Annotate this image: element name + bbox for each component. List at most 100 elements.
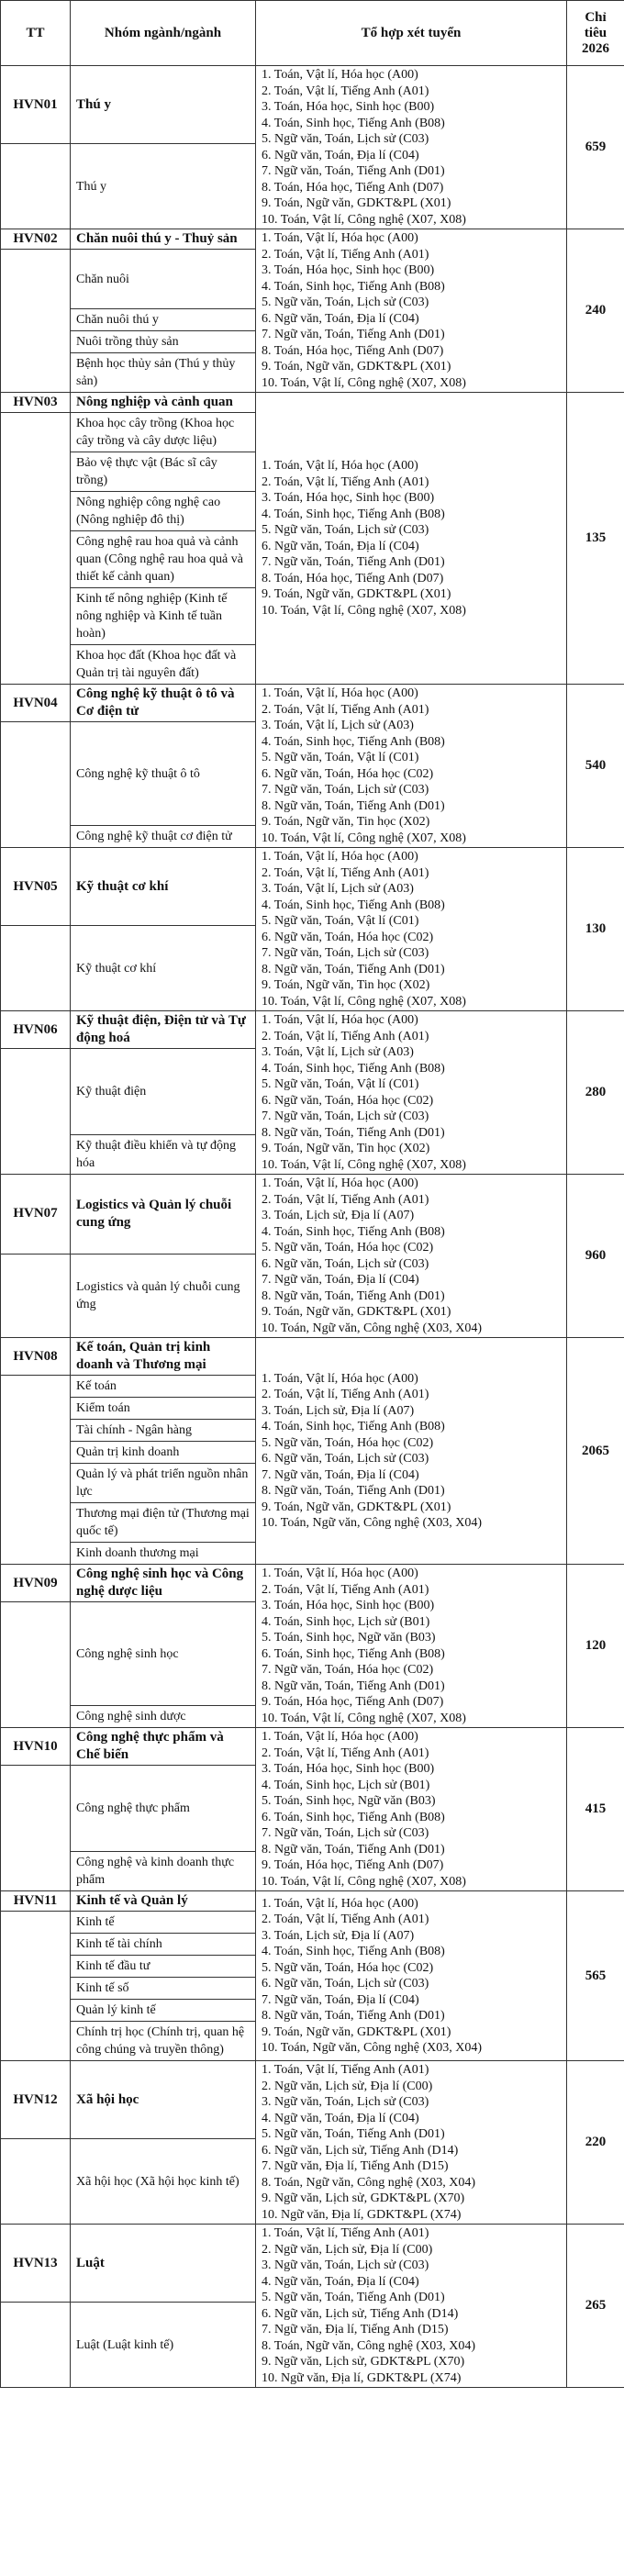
combo-item: 5. Ngữ văn, Toán, Hóa học (C02) [262,1960,434,1975]
major-name: Công nghệ sinh dược [70,1705,256,1728]
quota-value: 2065 [566,1337,624,1565]
combo-item: 9. Toán, Ngữ văn, GDKT&PL (X01) [262,1305,451,1319]
major-row: Nuôi trồng thủy sản [1,330,624,353]
quota-value: 130 [566,847,624,1011]
admission-combos: 1. Toán, Vật lí, Tiếng Anh (A01) 2. Ngữ v… [255,2060,567,2225]
major-row: Bệnh học thủy sản (Thú y thủy sản) [1,352,624,393]
major-name: Nông nghiệp công nghệ cao (Nông nghiệp đ… [70,491,256,531]
combo-item: 5. Toán, Sinh học, Ngữ văn (B03) [262,1794,436,1808]
combo-item: 4. Ngữ văn, Toán, Địa lí (C04) [262,2111,419,2125]
major-row: Công nghệ sinh dược [1,1705,624,1728]
combo-item: 7. Ngữ văn, Toán, Địa lí (C04) [262,1273,419,1287]
major-row: Kiểm toán [1,1397,624,1420]
admission-combos: 1. Toán, Vật lí, Hóa học (A00) 2. Toán, V… [255,847,567,1011]
major-row: Bảo vệ thực vật (Bác sĩ cây trồng) [1,452,624,492]
combo-item: 1. Toán, Vật lí, Hóa học (A00) [262,1176,418,1190]
combo-item: 5. Ngữ văn, Toán, Hóa học (C02) [262,1241,434,1255]
combo-item: 8. Ngữ văn, Toán, Tiếng Anh (D01) [262,1288,445,1303]
combo-item: 3. Toán, Vật lí, Lịch sử (A03) [262,882,414,896]
combo-item: 9. Toán, Hóa học, Tiếng Anh (D07) [262,1695,444,1709]
header-quota: Chỉ tiêu 2026 [566,0,624,66]
combo-item: 3. Toán, Vật lí, Lịch sử (A03) [262,1045,414,1059]
admission-combos: 1. Toán, Vật lí, Hóa học (A00) 2. Toán, V… [255,1010,567,1175]
empty-tt-cell [0,721,71,848]
group-code: HVN10 [0,1727,71,1766]
major-name: Kỹ thuật điều khiển và tự động hóa [70,1134,256,1175]
group-name: Kỹ thuật điện, Điện tử và Tự động hoá [70,1010,256,1049]
combo-item: 8. Toán, Hóa học, Tiếng Anh (D07) [262,180,444,195]
group-code: HVN07 [0,1174,71,1255]
quota-value: 540 [566,684,624,848]
group-row: HVN13 Luật 1. Toán, Vật lí, Tiếng Anh (A01… [0,2223,624,2388]
group-row: HVN05 Kỹ thuật cơ khí 1. Toán, Vật lí, Hóa… [0,846,624,1011]
combo-item: 6. Ngữ văn, Toán, Địa lí (C04) [262,148,419,162]
combo-item: 2. Toán, Vật lí, Tiếng Anh (A01) [262,1582,429,1597]
combo-item: 6. Ngữ văn, Toán, Hóa học (C02) [262,930,434,944]
group-name: Công nghệ sinh học và Công nghệ dược liệ… [70,1564,256,1602]
combo-item: 10. Toán, Vật lí, Công nghệ (X07, X08) [262,831,466,845]
quota-value: 280 [566,1010,624,1175]
header-group: Nhóm ngành/ngành [70,0,256,66]
combo-item: 5. Toán, Sinh học, Ngữ văn (B03) [262,1631,436,1645]
major-row: Công nghệ kỹ thuật cơ điện tử [1,825,624,848]
major-name: Tài chính - Ngân hàng [70,1419,256,1442]
group-name: Kinh tế và Quản lý [70,1890,256,1912]
group-code: HVN09 [0,1564,71,1602]
empty-tt-cell [0,2138,71,2225]
combo-item: 7. Ngữ văn, Toán, Địa lí (C04) [262,1467,419,1482]
group-row: HVN11 Kinh tế và Quản lý 1. Toán, Vật lí, … [0,1890,624,2061]
combo-item: 4. Toán, Sinh học, Tiếng Anh (B08) [262,1061,445,1076]
major-name: Chăn nuôi thú y [70,308,256,331]
combo-item: 2. Toán, Vật lí, Tiếng Anh (A01) [262,247,429,262]
major-row: Kỹ thuật điện [0,1048,624,1175]
combo-item: 9. Toán, Ngữ văn, Tin học (X02) [262,1142,430,1155]
combo-item: 6. Toán, Sinh học, Tiếng Anh (B08) [262,1810,445,1824]
combo-item: 7. Ngữ văn, Toán, Tiếng Anh (D01) [262,164,445,178]
combo-item: 6. Ngữ văn, Toán, Hóa học (C02) [262,1093,434,1108]
combo-item: 5. Ngữ văn, Toán, Vật lí (C01) [262,751,419,764]
major-row: Chăn nuôi thú y [1,308,624,331]
major-name: Bảo vệ thực vật (Bác sĩ cây trồng) [70,452,256,492]
major-row: Quản lý và phát triển nguồn nhân lực [1,1463,624,1503]
quota-value: 265 [566,2224,624,2388]
admission-combos: 1. Toán, Vật lí, Hóa học (A00) 2. Toán, V… [255,392,567,685]
major-row: Thú y [0,143,624,229]
combo-item: 8. Ngữ văn, Toán, Tiếng Anh (D01) [262,798,445,813]
empty-tt-cell [0,249,71,393]
combo-item: 1. Toán, Vật lí, Hóa học (A00) [262,1567,418,1580]
combo-item: 8. Ngữ văn, Toán, Tiếng Anh (D01) [262,1125,445,1140]
combo-item: 3. Toán, Hóa học, Sinh học (B00) [262,1762,435,1776]
major-name: Kinh tế [70,1911,256,1934]
major-name: Công nghệ rau hoa quả và cảnh quan (Công… [70,530,256,588]
major-name: Công nghệ kỹ thuật cơ điện tử [70,825,256,848]
combo-item: 10. Toán, Ngữ văn, Công nghệ (X03, X04) [262,2041,483,2055]
empty-tt-cell [0,1601,71,1728]
major-name: Kiểm toán [70,1397,256,1420]
admission-combos: 1. Toán, Vật lí, Hóa học (A00) 2. Toán, V… [255,65,567,229]
group-row: HVN02 Chăn nuôi thú y - Thuỷ sản 1. Toán, … [0,229,624,393]
major-row: Kỹ thuật cơ khí [0,925,624,1011]
combo-item: 3. Ngữ văn, Toán, Lịch sử (C03) [262,2095,429,2109]
empty-tt-cell [0,1048,71,1175]
combo-item: 3. Toán, Lịch sử, Địa lí (A07) [262,1403,415,1418]
combo-item: 10. Toán, Vật lí, Công nghệ (X07, X08) [262,1874,466,1889]
quota-value: 135 [566,392,624,685]
combo-item: 2. Toán, Vật lí, Tiếng Anh (A01) [262,1192,429,1207]
combo-item: 5. Ngữ văn, Toán, Vật lí (C01) [262,1077,419,1091]
group-name: Xã hội học [70,2059,256,2140]
major-name: Bệnh học thủy sản (Thú y thủy sản) [70,352,256,393]
combo-item: 6. Ngữ văn, Toán, Địa lí (C04) [262,311,419,326]
combo-item: 2. Toán, Vật lí, Tiếng Anh (A01) [262,1745,429,1760]
combo-item: 7. Ngữ văn, Toán, Lịch sử (C03) [262,1110,429,1123]
major-name: Quản trị kinh doanh [70,1441,256,1464]
major-name: Kinh tế số [70,1977,256,2000]
major-row: Thương mại điện tử (Thương mại quốc tế) [1,1502,624,1543]
admissions-table: TT Nhóm ngành/ngành Tổ hợp xét tuyển Chỉ… [0,0,624,2388]
combo-item: 4. Ngữ văn, Toán, Địa lí (C04) [262,2274,419,2289]
quota-value: 240 [566,229,624,393]
combo-item: 8. Ngữ văn, Toán, Tiếng Anh (D01) [262,1484,445,1498]
group-row: HVN09 Công nghệ sinh học và Công nghệ dượ… [0,1564,624,1728]
quota-value: 415 [566,1727,624,1891]
combo-item: 8. Toán, Ngữ văn, Công nghệ (X03, X04) [262,2338,476,2353]
empty-tt-cell [0,1911,71,2061]
